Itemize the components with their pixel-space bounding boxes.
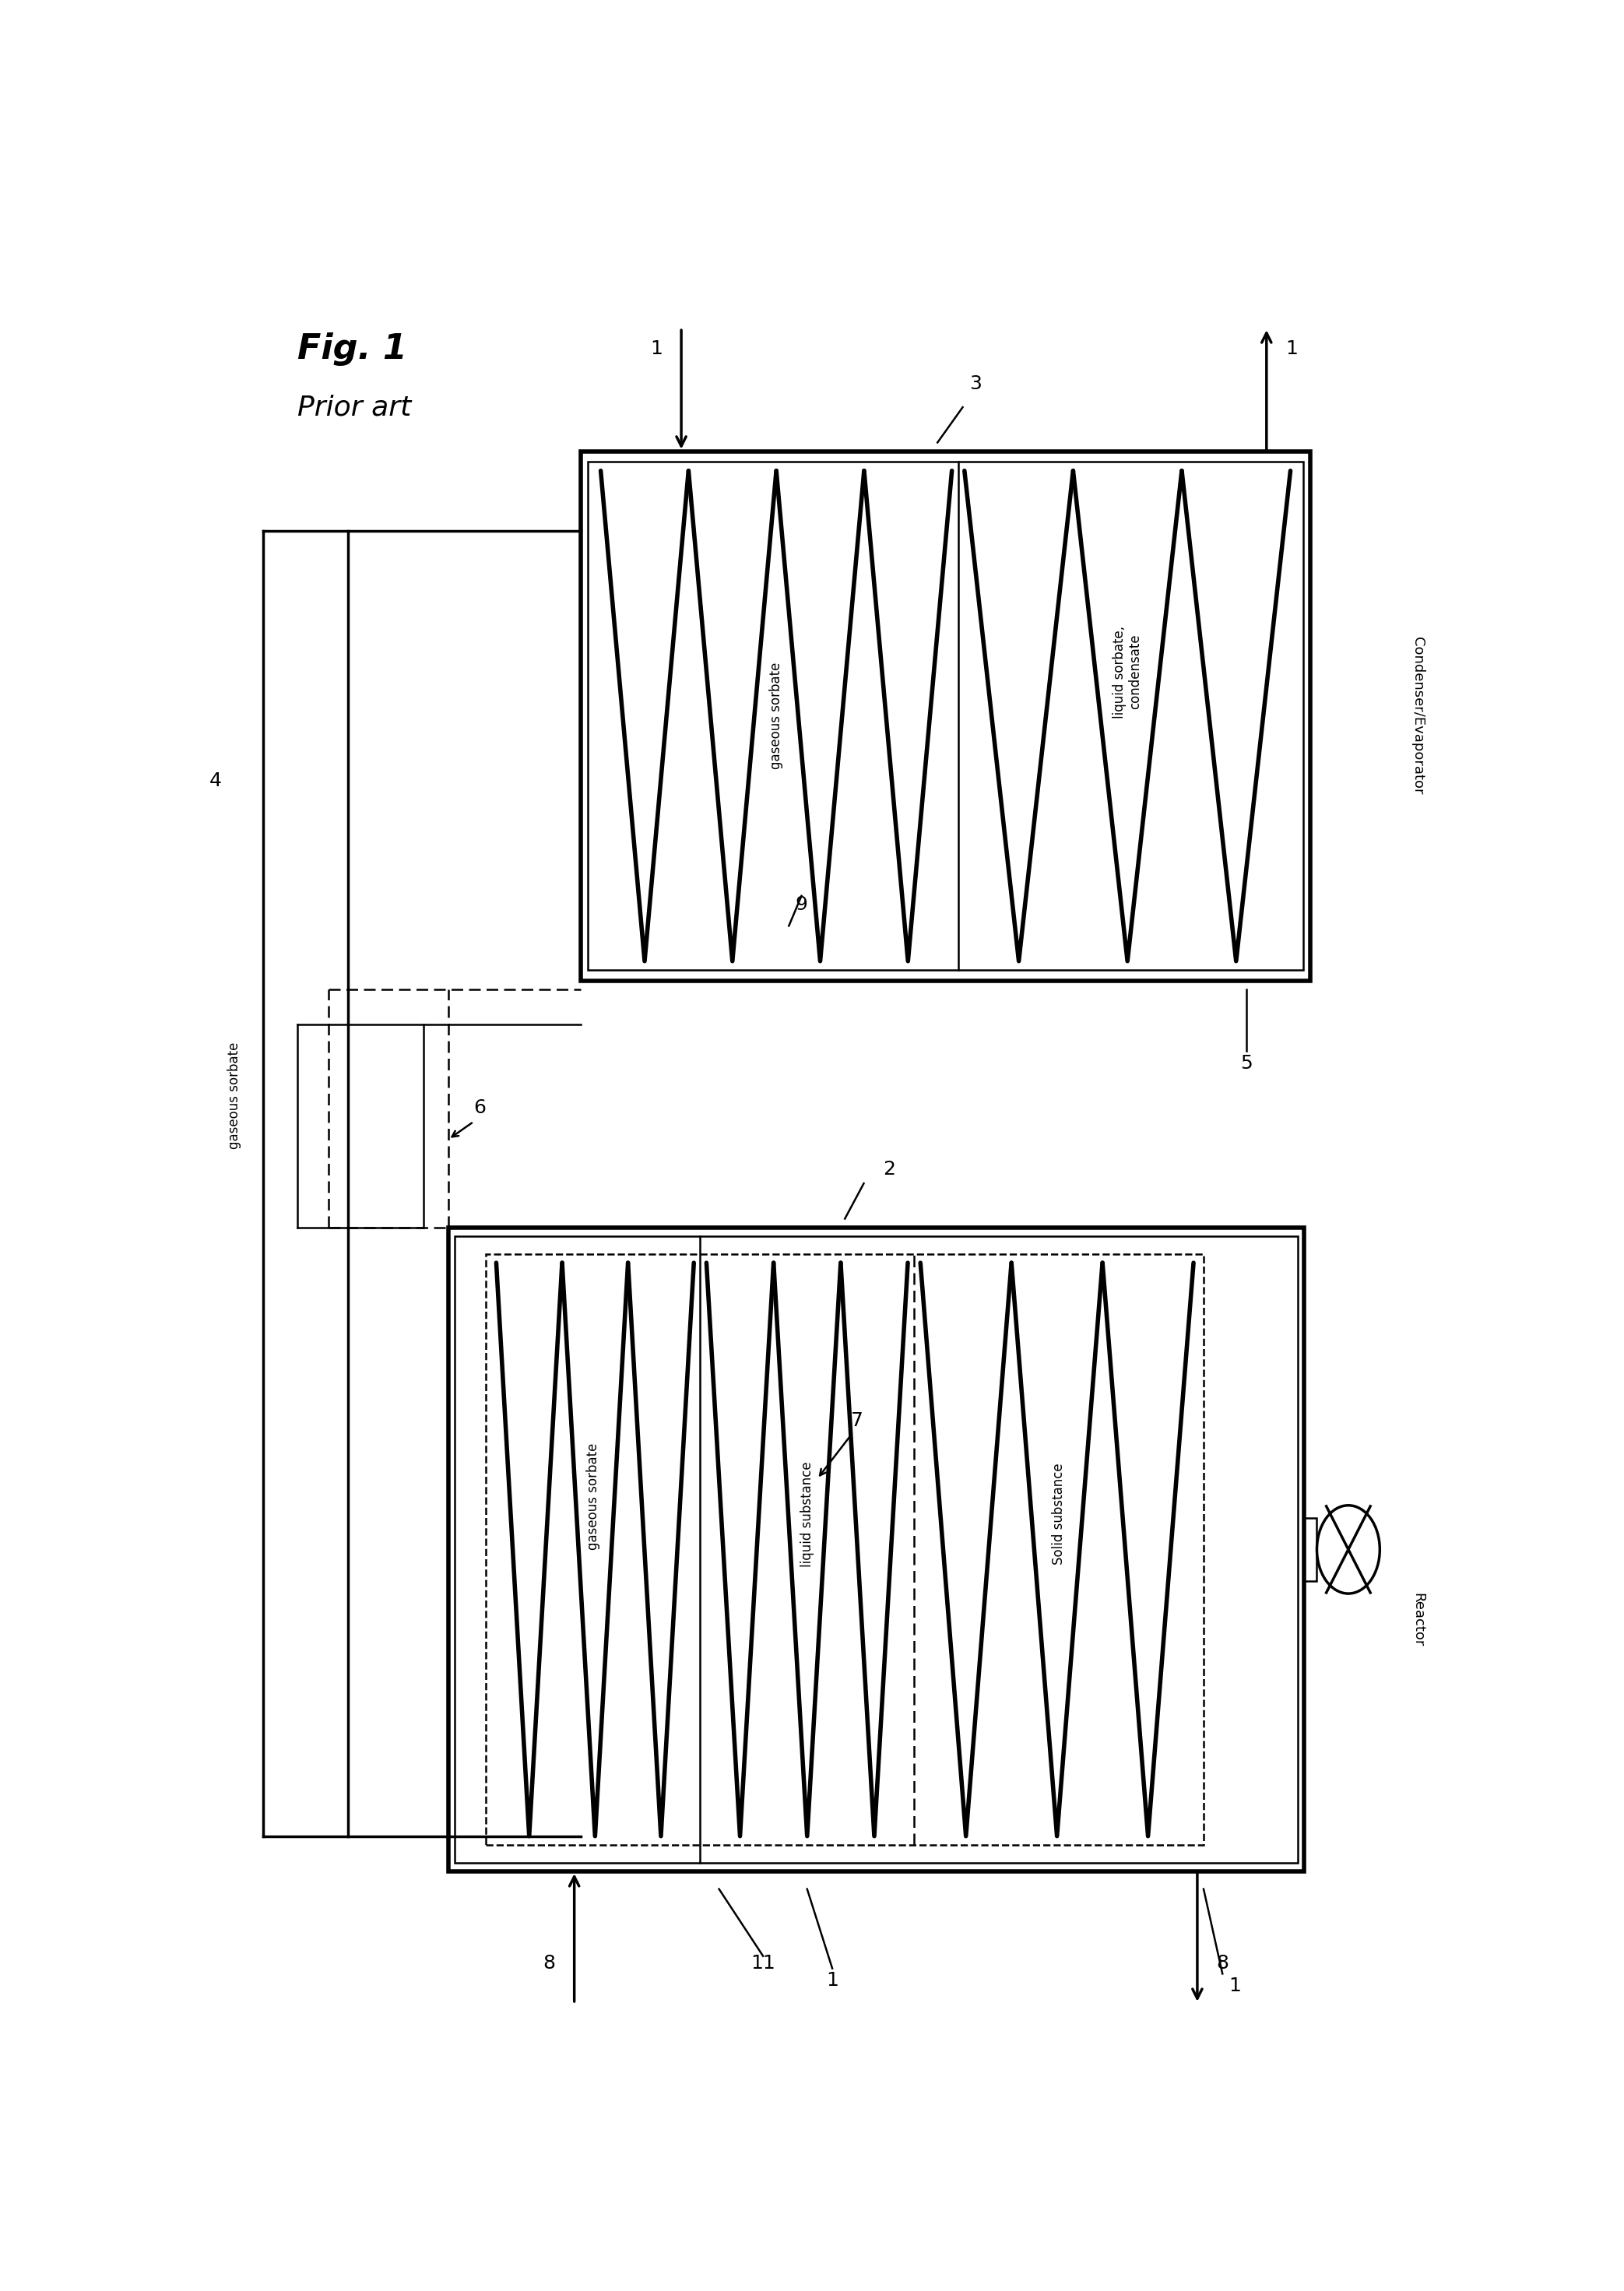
Text: 1: 1 — [650, 339, 663, 357]
Text: 4: 4 — [209, 772, 222, 790]
Text: Prior art: Prior art — [297, 394, 411, 422]
Text: 1: 1 — [1229, 1977, 1241, 1995]
Bar — [455, 1237, 1298, 1863]
Text: gaseous sorbate: gaseous sorbate — [770, 662, 783, 770]
Text: 11: 11 — [750, 1954, 775, 1973]
Text: Reactor: Reactor — [1411, 1592, 1424, 1647]
Bar — [588, 463, 1302, 969]
Text: liquid substance: liquid substance — [801, 1462, 814, 1567]
Bar — [486, 1253, 1203, 1844]
Text: Condenser/Evaporator: Condenser/Evaporator — [1411, 637, 1424, 795]
Bar — [581, 451, 1311, 981]
Text: 9: 9 — [796, 896, 807, 914]
Bar — [1304, 1517, 1317, 1581]
Text: 3: 3 — [970, 376, 981, 394]
Text: 1: 1 — [827, 1970, 838, 1991]
Text: Solid substance: Solid substance — [1052, 1464, 1065, 1565]
Text: 2: 2 — [883, 1159, 895, 1178]
Text: liquid sorbate,
condensate: liquid sorbate, condensate — [1112, 625, 1143, 717]
Text: Fig. 1: Fig. 1 — [297, 332, 408, 367]
Text: 7: 7 — [851, 1411, 864, 1430]
Bar — [448, 1228, 1304, 1872]
Text: 1: 1 — [1286, 339, 1298, 357]
Text: 8: 8 — [542, 1954, 555, 1973]
Text: 6: 6 — [474, 1097, 486, 1116]
Text: gaseous sorbate: gaseous sorbate — [586, 1443, 601, 1551]
Text: 8: 8 — [1216, 1954, 1229, 1973]
Text: gaseous sorbate: gaseous sorbate — [227, 1042, 242, 1148]
Text: 5: 5 — [1241, 1054, 1252, 1072]
